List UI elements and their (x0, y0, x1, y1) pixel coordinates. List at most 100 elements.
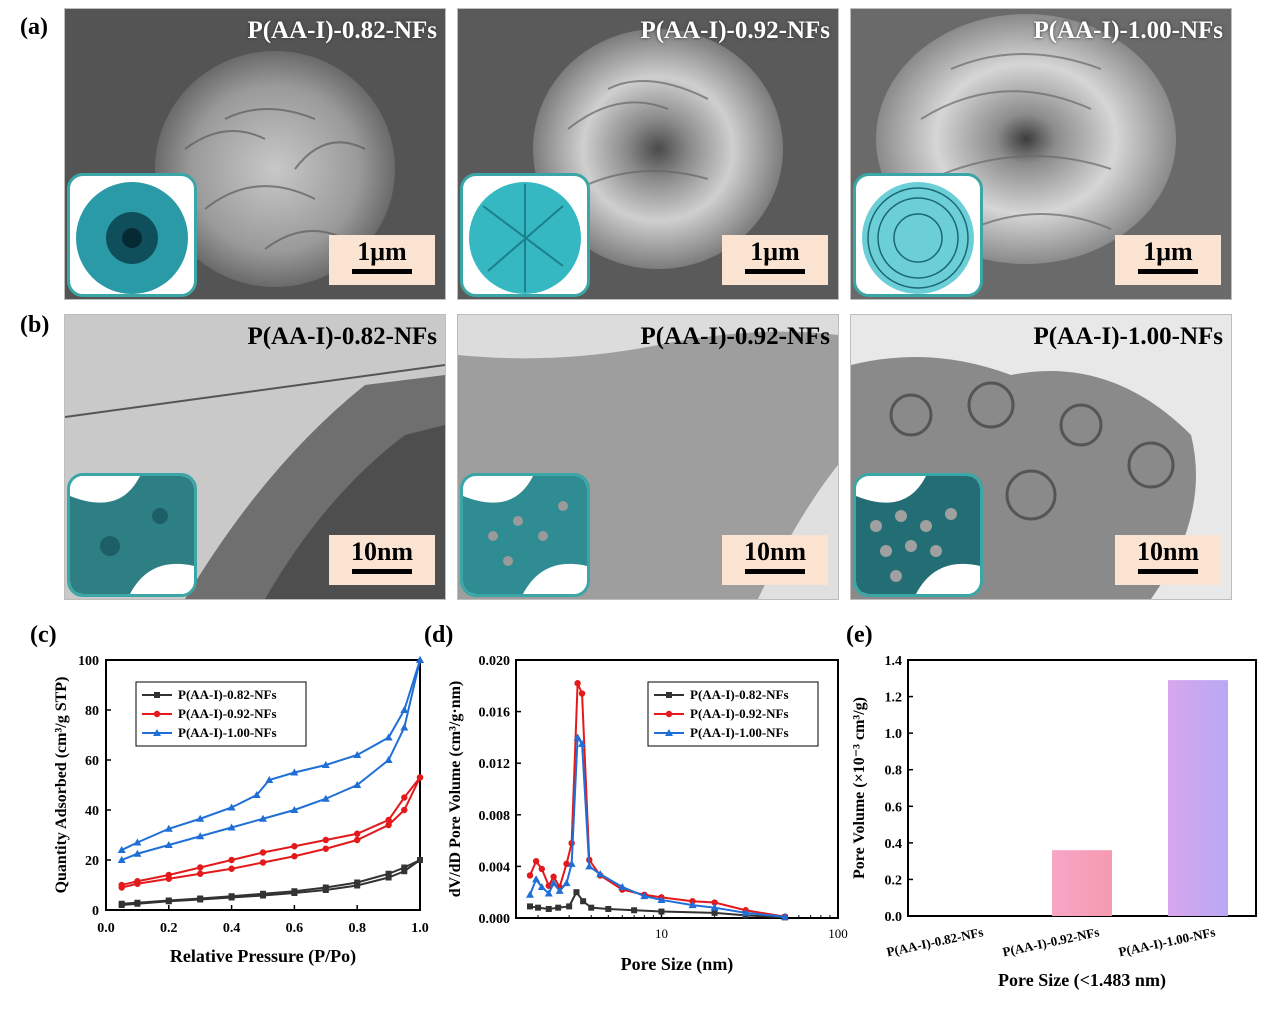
data-point (618, 883, 627, 891)
data-point (322, 836, 329, 844)
data-point (164, 824, 173, 832)
data-point (354, 836, 361, 844)
legend-marker (666, 692, 672, 698)
x-tick-label: 10 (655, 926, 668, 941)
scale-bar-tem-082: 10nm (329, 535, 435, 585)
tem-image-082: P(AA-I)-0.82-NFs 10nm (64, 314, 446, 600)
bar (1168, 680, 1228, 916)
series-line-adsorption (121, 777, 421, 889)
data-point (291, 853, 298, 860)
data-point (228, 856, 235, 864)
data-point (566, 903, 573, 910)
x-category-label: P(AA-I)-0.92-NFs (1001, 924, 1101, 959)
chart-pore-distribution: 10 100 0.000 0.004 0.008 0.012 0.016 0.020 Pore … (447, 654, 848, 975)
data-point (290, 768, 299, 776)
legend-marker (153, 710, 161, 718)
data-point (550, 873, 557, 880)
plot-frame (515, 659, 839, 919)
data-point (385, 816, 392, 824)
data-point (710, 903, 719, 911)
data-point (401, 806, 408, 814)
data-point (657, 895, 666, 903)
data-point (688, 901, 697, 909)
data-point (538, 865, 545, 873)
y-tick-label: 20 (85, 854, 99, 869)
data-point (197, 870, 204, 877)
data-point (573, 889, 580, 896)
legend-label: P(AA-I)-0.92-NFs (690, 706, 789, 721)
y-tick-label: 1.0 (885, 727, 903, 742)
sem-inset-092 (460, 173, 590, 297)
sem-image-092: P(AA-I)-0.92-NFs 1μm (457, 8, 839, 300)
data-point (321, 794, 330, 802)
y-tick-label: 1.4 (885, 654, 903, 669)
x-axis-label: Pore Size (<1.483 nm) (998, 970, 1166, 991)
data-point (585, 862, 594, 870)
x-tick-label: 0.2 (160, 921, 178, 936)
data-point (197, 895, 204, 902)
series-line-desorption (121, 776, 421, 886)
data-point (133, 838, 142, 846)
y-tick-label: 0.0 (885, 910, 903, 925)
tem-inset-100 (853, 473, 983, 597)
y-tick-label: 0.000 (479, 912, 511, 927)
data-point (605, 905, 612, 912)
data-point (227, 803, 236, 811)
data-point (711, 909, 718, 916)
data-point (118, 881, 125, 889)
data-point (631, 907, 638, 914)
scale-bar-tem-100: 10nm (1115, 535, 1221, 585)
x-tick-label: 0.6 (286, 921, 304, 936)
data-point (401, 864, 408, 871)
data-point (545, 905, 552, 912)
data-point (118, 900, 125, 907)
data-point (354, 879, 361, 886)
x-category-label: P(AA-I)-0.82-NFs (885, 924, 985, 959)
data-point (562, 879, 571, 887)
data-point (164, 841, 173, 848)
legend-label: P(AA-I)-0.92-NFs (178, 706, 277, 721)
data-point (259, 859, 267, 866)
y-tick-label: 0.8 (885, 764, 903, 779)
bar (1052, 850, 1112, 916)
x-tick-label: 0.0 (97, 921, 115, 936)
data-point (265, 776, 274, 783)
data-point (400, 723, 409, 731)
data-point (291, 888, 298, 895)
data-point (134, 899, 141, 906)
data-point (537, 883, 546, 891)
legend-marker (665, 710, 673, 718)
x-tick-label: 0.8 (348, 921, 366, 936)
y-axis-label: Quantity Adsorbed (cm³/g STP) (53, 677, 70, 894)
data-point (545, 882, 552, 889)
tem-image-100: P(AA-I)-1.00-NFs 10nm (850, 314, 1232, 600)
legend-label: P(AA-I)-0.82-NFs (690, 687, 789, 702)
data-point (165, 871, 172, 879)
data-point (117, 846, 126, 853)
legend-marker (665, 729, 673, 736)
x-tick-label: 1.0 (411, 921, 429, 936)
panel-label-e: (e) (846, 622, 873, 648)
data-point (416, 656, 424, 663)
tem-title-100: P(AA-I)-1.00-NFs (1033, 323, 1223, 350)
data-point (385, 874, 392, 881)
data-point (385, 870, 392, 877)
data-point (711, 899, 718, 906)
y-tick-label: 0.020 (479, 654, 511, 669)
data-point (384, 756, 393, 763)
data-point (580, 898, 587, 905)
x-category-label: P(AA-I)-1.00-NFs (1117, 924, 1217, 959)
tem-title-082: P(AA-I)-0.82-NFs (247, 323, 437, 350)
data-point (353, 781, 362, 788)
tem-title-092: P(AA-I)-0.92-NFs (640, 323, 830, 350)
data-point (134, 878, 141, 885)
sem-inset-100 (853, 173, 983, 297)
data-point (117, 856, 126, 863)
sem-inset-082 (67, 173, 197, 297)
data-point (416, 774, 424, 781)
y-tick-label: 0.004 (479, 860, 511, 875)
y-tick-label: 0.4 (885, 837, 903, 852)
y-tick-label: 0.2 (885, 873, 903, 888)
data-point (573, 733, 582, 741)
data-point (555, 886, 564, 894)
